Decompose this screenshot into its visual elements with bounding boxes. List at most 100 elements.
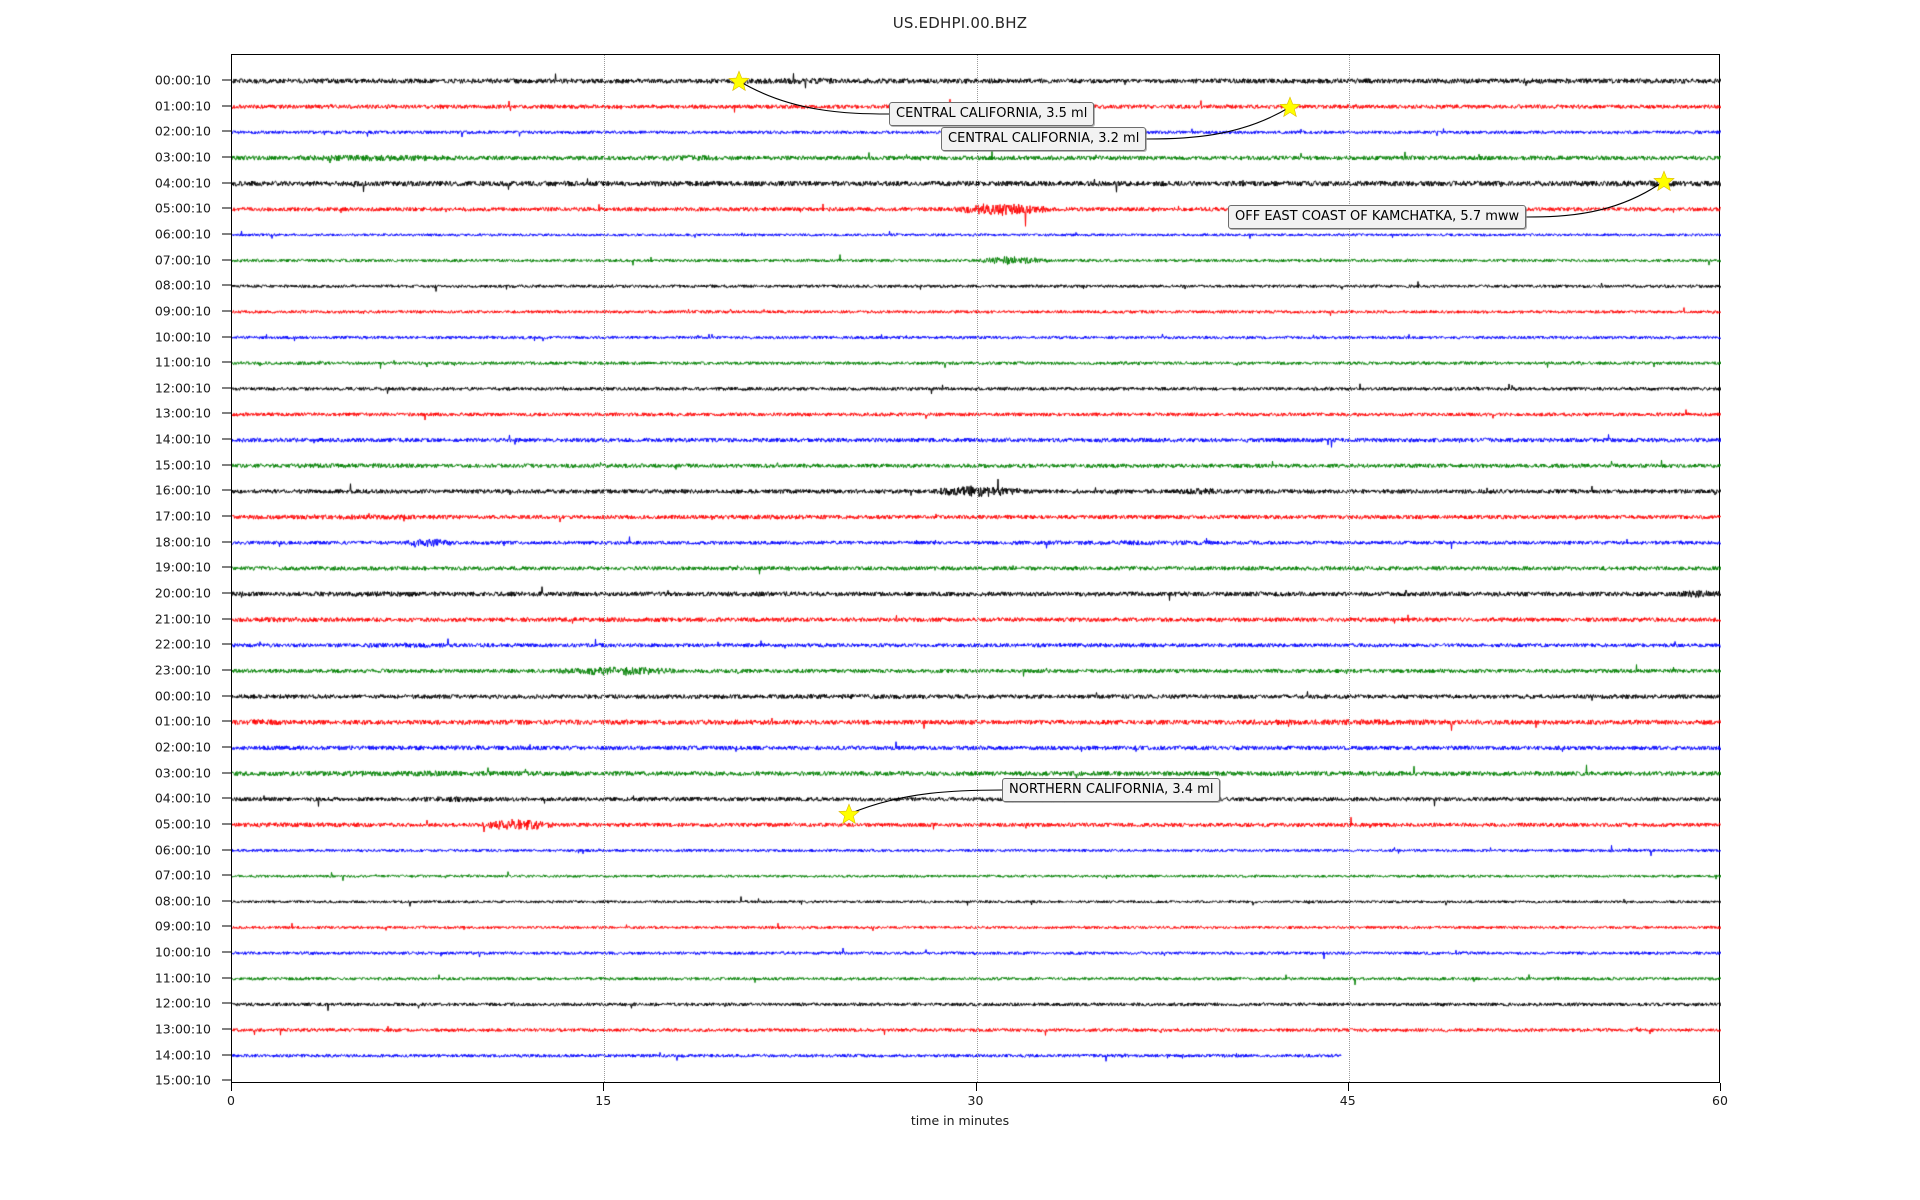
event-annotation-label[interactable]: CENTRAL CALIFORNIA, 3.2 ml xyxy=(941,127,1147,151)
y-tick-mark xyxy=(222,1079,231,1081)
x-tick-mark xyxy=(975,1083,977,1091)
y-tick-mark xyxy=(222,874,231,876)
x-tick-label: 60 xyxy=(1712,1093,1728,1108)
y-tick-mark xyxy=(222,951,231,953)
y-tick-label: 08:00:10 xyxy=(154,893,211,909)
y-tick-mark xyxy=(222,849,231,850)
page-title: US.EDHPI.00.BHZ xyxy=(892,14,1028,32)
y-tick-mark xyxy=(222,1028,231,1030)
y-tick-mark xyxy=(222,541,231,543)
y-tick-label: 09:00:10 xyxy=(154,303,211,319)
y-tick-label: 11:00:10 xyxy=(154,354,211,370)
plot-area xyxy=(231,54,1721,1084)
y-tick-label: 11:00:10 xyxy=(154,970,211,986)
y-tick-mark xyxy=(222,1054,231,1056)
y-tick-mark xyxy=(222,105,231,107)
earthquake-star-icon[interactable] xyxy=(728,70,750,92)
y-tick-label: 20:00:10 xyxy=(154,585,211,601)
y-tick-mark xyxy=(222,618,231,620)
x-tick-label: 0 xyxy=(227,1093,235,1108)
y-tick-mark xyxy=(222,310,231,312)
y-axis-labels: 00:00:10 01:00:10 02:00:10 03:00:10 04:00:10… xyxy=(0,54,231,1088)
y-tick-label: 08:00:10 xyxy=(154,277,211,293)
y-tick-label: 10:00:10 xyxy=(154,944,211,960)
y-tick-label: 14:00:10 xyxy=(154,431,211,447)
y-tick-mark xyxy=(222,695,231,697)
y-tick-label: 02:00:10 xyxy=(154,123,211,139)
y-tick-label: 06:00:10 xyxy=(154,842,211,857)
y-tick-mark xyxy=(222,259,231,261)
y-tick-mark xyxy=(222,336,231,337)
y-tick-mark xyxy=(222,387,231,389)
earthquake-star-icon[interactable] xyxy=(1279,96,1301,118)
y-tick-mark xyxy=(222,412,231,414)
y-tick-mark xyxy=(222,182,231,184)
y-tick-label: 17:00:10 xyxy=(154,508,211,524)
event-annotation-label[interactable]: NORTHERN CALIFORNIA, 3.4 ml xyxy=(1002,778,1221,802)
x-tick-mark xyxy=(1720,1083,1721,1091)
y-tick-label: 16:00:10 xyxy=(154,482,211,498)
y-tick-mark xyxy=(222,823,231,825)
y-tick-label: 07:00:10 xyxy=(154,867,211,883)
y-tick-mark xyxy=(222,438,231,440)
y-tick-label: 03:00:10 xyxy=(154,765,211,781)
y-tick-mark xyxy=(222,156,231,158)
y-tick-label: 13:00:10 xyxy=(154,1021,211,1037)
y-tick-mark xyxy=(222,797,231,799)
y-tick-label: 15:00:10 xyxy=(154,1072,211,1088)
y-tick-label: 15:00:10 xyxy=(154,457,211,473)
y-tick-label: 14:00:10 xyxy=(154,1047,211,1063)
y-tick-mark xyxy=(222,592,231,594)
gridline xyxy=(604,55,606,1082)
y-tick-mark xyxy=(222,1002,231,1004)
x-axis-labels: 0 15 30 45 60 xyxy=(0,1083,1920,1143)
y-tick-label: 00:00:10 xyxy=(154,72,211,88)
y-tick-mark xyxy=(222,566,231,568)
y-tick-mark xyxy=(222,515,231,517)
y-tick-label: 03:00:10 xyxy=(154,149,211,165)
y-tick-label: 18:00:10 xyxy=(154,534,211,550)
y-tick-mark xyxy=(222,669,231,671)
y-tick-mark xyxy=(222,977,231,979)
y-tick-label: 07:00:10 xyxy=(154,252,211,268)
y-tick-label: 01:00:10 xyxy=(154,98,211,114)
y-tick-label: 22:00:10 xyxy=(154,636,211,652)
y-tick-label: 12:00:10 xyxy=(154,380,211,396)
y-tick-label: 19:00:10 xyxy=(154,559,211,575)
y-tick-label: 01:00:10 xyxy=(154,713,211,729)
y-tick-mark xyxy=(222,746,231,748)
y-tick-label: 23:00:10 xyxy=(154,662,211,678)
y-tick-label: 05:00:10 xyxy=(154,816,211,832)
earthquake-star-icon[interactable] xyxy=(838,803,860,825)
earthquake-star-icon[interactable] xyxy=(1653,170,1675,192)
y-tick-mark xyxy=(222,130,231,132)
x-tick-mark xyxy=(603,1083,605,1091)
y-tick-mark xyxy=(222,925,231,927)
event-annotation-label[interactable]: OFF EAST COAST OF KAMCHATKA, 5.7 mww xyxy=(1228,205,1527,229)
y-tick-label: 04:00:10 xyxy=(154,790,211,806)
y-tick-label: 09:00:10 xyxy=(154,918,211,934)
x-tick-mark xyxy=(231,1083,232,1091)
y-tick-label: 10:00:10 xyxy=(154,329,211,344)
y-tick-mark xyxy=(222,361,231,363)
y-tick-mark xyxy=(222,720,231,722)
y-tick-mark xyxy=(222,643,231,645)
y-tick-mark xyxy=(222,489,231,491)
x-tick-mark xyxy=(1347,1083,1349,1091)
x-axis-title: time in minutes xyxy=(910,1113,1010,1128)
event-annotation-label[interactable]: CENTRAL CALIFORNIA, 3.5 ml xyxy=(889,102,1095,126)
y-tick-mark xyxy=(222,233,231,235)
y-tick-label: 21:00:10 xyxy=(154,611,211,627)
y-tick-mark xyxy=(222,464,231,466)
y-tick-mark xyxy=(222,900,231,902)
y-tick-label: 13:00:10 xyxy=(154,405,211,421)
y-tick-mark xyxy=(222,79,231,81)
y-tick-mark xyxy=(222,772,231,774)
y-tick-mark xyxy=(222,207,231,209)
x-tick-label: 15 xyxy=(595,1093,612,1108)
y-tick-mark xyxy=(222,284,231,286)
gridline xyxy=(1348,55,1350,1082)
y-tick-label: 05:00:10 xyxy=(154,200,211,216)
y-tick-label: 02:00:10 xyxy=(154,739,211,755)
